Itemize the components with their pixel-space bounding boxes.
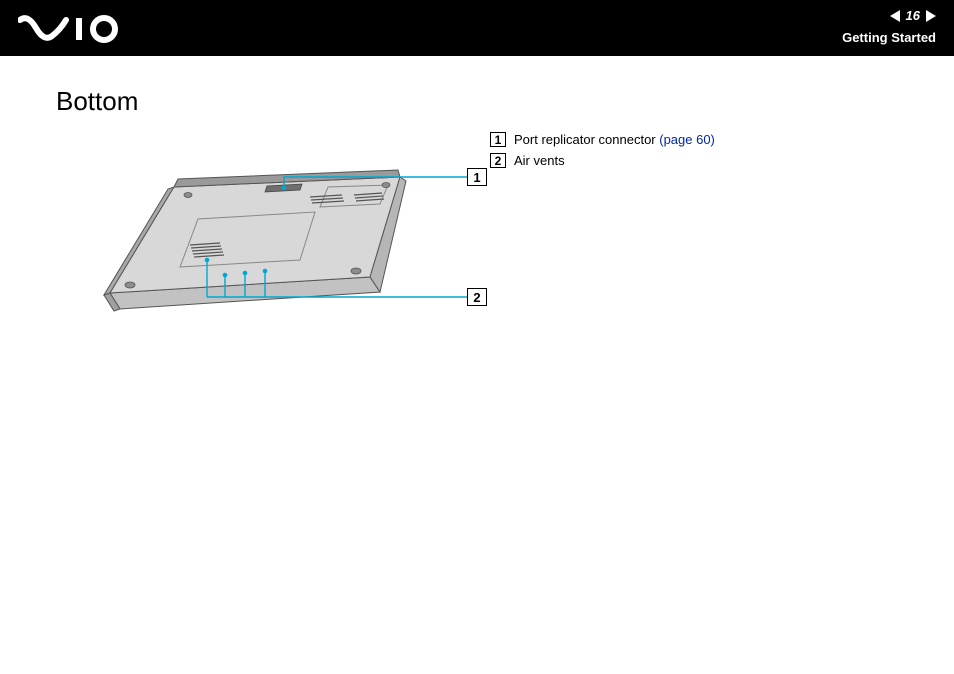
legend-item-1: 1 Port replicator connector (page 60) xyxy=(490,132,715,147)
callout-box-2: 2 xyxy=(467,288,487,306)
page-content: Bottom xyxy=(0,56,954,387)
next-page-arrow-icon[interactable] xyxy=(926,10,936,22)
legend-num-2: 2 xyxy=(490,153,506,168)
legend: 1 Port replicator connector (page 60) 2 … xyxy=(490,132,715,174)
page-navigation: 16 xyxy=(890,8,936,23)
legend-label-1: Port replicator connector xyxy=(514,132,659,147)
prev-page-arrow-icon[interactable] xyxy=(890,10,900,22)
legend-item-2: 2 Air vents xyxy=(490,153,715,168)
legend-ref-1[interactable]: (page 60) xyxy=(659,132,715,147)
laptop-bottom-illustration xyxy=(70,137,490,357)
page-number: 16 xyxy=(906,8,920,23)
figure-area: 1 2 xyxy=(50,137,470,357)
legend-label-2: Air vents xyxy=(514,153,565,168)
page-title: Bottom xyxy=(56,86,904,117)
breadcrumb[interactable]: Getting Started xyxy=(842,30,936,45)
vaio-logo xyxy=(18,12,128,49)
page-header: 16 Getting Started xyxy=(0,0,954,56)
legend-num-1: 1 xyxy=(490,132,506,147)
callout-box-1: 1 xyxy=(467,168,487,186)
